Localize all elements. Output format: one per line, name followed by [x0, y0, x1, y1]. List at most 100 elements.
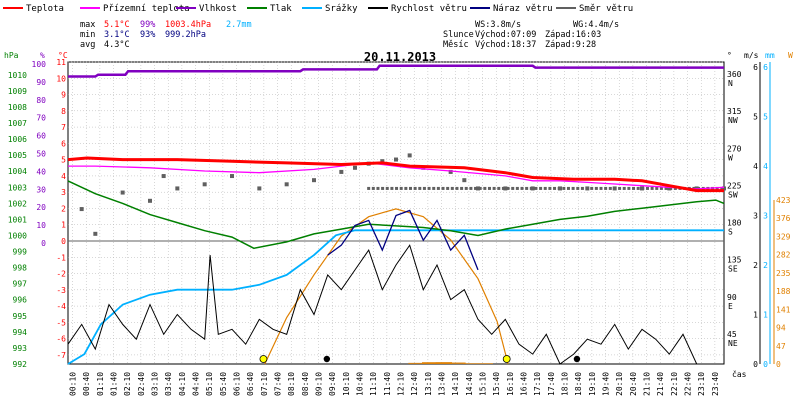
wind-direction-dot	[562, 186, 566, 190]
y-tick-celsius: -3	[56, 286, 66, 295]
wind-direction-dot	[594, 186, 598, 190]
y-tick-ms: 1	[753, 310, 758, 319]
y-tick-percent: 90	[36, 78, 46, 87]
stat-avg-temp: 4.3°C	[104, 40, 130, 50]
y-tick-direction-name: N	[728, 79, 733, 88]
sun-label: Slunce	[443, 30, 474, 40]
x-tick-label: 17:10	[533, 372, 542, 396]
x-tick-label: 17:40	[547, 372, 556, 396]
sunrise-marker	[259, 355, 268, 363]
y-tick-celsius: -6	[56, 335, 66, 344]
wind-direction-dot	[492, 186, 496, 190]
y-tick-percent: 60	[36, 132, 46, 141]
y-tick-percent: 100	[32, 60, 47, 69]
wind-direction-dot	[460, 186, 464, 190]
stat-max-hum: 99%	[140, 20, 155, 30]
wind-direction-dot	[655, 186, 659, 190]
series-wind-gust	[327, 209, 479, 271]
y-tick-mm: 5	[763, 112, 768, 121]
wind-direction-dot	[501, 186, 505, 190]
wind-direction-dot	[474, 186, 478, 190]
wind-direction-dot	[202, 182, 207, 187]
wind-direction-dot	[669, 186, 673, 190]
wind-direction-dot	[312, 178, 316, 183]
y-tick-hpa: 1010	[8, 71, 27, 80]
y-tick-celsius: -4	[56, 302, 66, 311]
wind-direction-dot	[580, 186, 584, 190]
y-tick-celsius: 10	[56, 74, 66, 83]
wind-direction-dot	[436, 186, 440, 190]
x-tick-label: 13:40	[438, 372, 447, 396]
y-tick-celsius: 3	[61, 188, 66, 197]
wind-direction-dot	[632, 186, 636, 190]
x-tick-label: 09:40	[328, 372, 337, 396]
axis-header-hpa: hPa	[4, 51, 19, 60]
legend-label-gust: Náraz větru	[493, 4, 553, 14]
x-tick-label: 20:10	[615, 372, 624, 396]
wind-direction-dot	[413, 186, 417, 190]
y-tick-direction-name: NE	[728, 339, 738, 348]
series-temp	[67, 156, 724, 193]
y-tick-wm2: 235	[776, 269, 791, 278]
x-tick-label: 19:10	[588, 372, 597, 396]
y-tick-direction-name: SW	[728, 190, 738, 199]
y-tick-ms: 4	[753, 162, 758, 171]
wind-direction-dot	[520, 186, 524, 190]
wind-direction-dot	[93, 231, 98, 236]
series-layer	[67, 64, 726, 365]
wind-direction-dot	[543, 186, 547, 190]
x-tick-label: 16:10	[506, 372, 515, 396]
stat-min-label: min	[80, 30, 95, 40]
x-axis-label: čas	[732, 369, 747, 379]
wind-direction-dot	[487, 186, 491, 190]
legend-label-humidity: Vlhkost	[199, 4, 237, 14]
moonrise-marker	[573, 355, 581, 363]
y-tick-mm: 6	[763, 63, 768, 72]
sunset-marker	[502, 355, 511, 363]
plot-frame	[67, 61, 725, 365]
wind-direction-dot	[529, 186, 533, 190]
wind-direction-dot	[353, 165, 357, 170]
legend-label-wind-dir: Směr větru	[579, 4, 633, 14]
y-tick-mm: 1	[763, 310, 768, 319]
y-tick-wm2: 282	[776, 251, 791, 260]
moonset-marker	[323, 355, 331, 363]
y-tick-celsius: -5	[56, 318, 66, 327]
y-tick-ms: 6	[753, 63, 758, 72]
y-tick-direction: 360	[727, 70, 742, 79]
y-tick-percent: 10	[36, 221, 46, 230]
y-tick-hpa: 1007	[8, 119, 27, 128]
wind-direction-dot	[720, 186, 724, 190]
wind-direction-dot	[618, 186, 622, 190]
wind-direction-dot	[715, 186, 719, 190]
y-tick-mm: 0	[763, 360, 768, 369]
wind-direction-dot	[722, 186, 726, 191]
y-tick-hpa: 994	[13, 328, 28, 337]
series-pressure	[67, 180, 725, 250]
legend-label-pressure: Tlak	[270, 4, 292, 14]
y-tick-mm: 2	[763, 261, 768, 270]
grid-layer	[68, 61, 724, 364]
y-tick-hpa: 1002	[8, 199, 27, 208]
y-tick-hpa: 1005	[8, 151, 27, 160]
y-tick-celsius: 6	[61, 139, 66, 148]
y-tick-ms: 0	[753, 360, 758, 369]
y-tick-wm2: 376	[776, 214, 791, 223]
y-tick-hpa: 1009	[8, 87, 27, 96]
y-tick-hpa: 996	[13, 296, 28, 305]
y-tick-celsius: 1	[61, 221, 66, 230]
wind-direction-dot	[432, 186, 436, 190]
wind-direction-dot	[608, 186, 612, 190]
y-tick-celsius: -7	[56, 351, 66, 360]
wind-direction-dot	[376, 186, 380, 190]
wind-direction-dot	[539, 186, 543, 190]
x-tick-label: 08:40	[301, 372, 310, 396]
wind-direction-dot	[641, 186, 645, 190]
y-tick-hpa: 1008	[8, 103, 27, 112]
wind-direction-dot	[650, 186, 654, 190]
y-tick-hpa: 998	[13, 264, 28, 273]
wind-direction-dot	[604, 186, 608, 190]
x-tick-label: 14:10	[451, 372, 460, 396]
y-tick-percent: 30	[36, 185, 46, 194]
x-tick-label: 02:10	[123, 372, 132, 396]
